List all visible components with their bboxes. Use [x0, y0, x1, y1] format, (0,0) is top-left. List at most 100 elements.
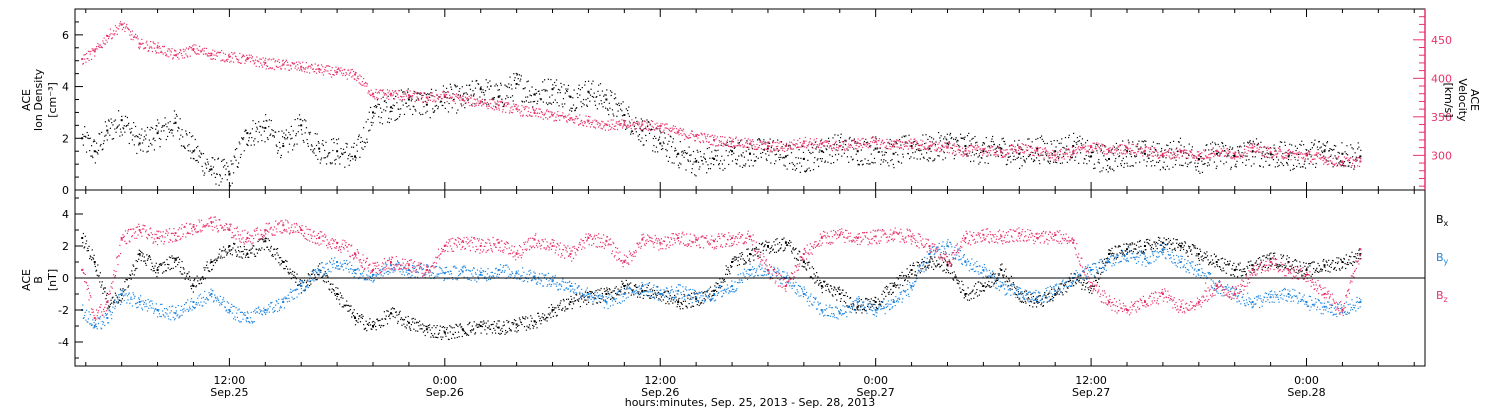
- velocity-sample: [1005, 153, 1008, 156]
- velocity-sample: [1341, 163, 1344, 166]
- density-sample: [473, 93, 475, 95]
- velocity-sample: [403, 96, 405, 98]
- density-sample: [680, 151, 683, 153]
- velocity-sample: [1123, 144, 1126, 147]
- density-sample: [387, 95, 389, 97]
- density-sample: [711, 157, 713, 159]
- velocity-sample: [1227, 150, 1229, 152]
- velocity-sample: [522, 114, 524, 116]
- velocity-sample: [1118, 152, 1121, 154]
- velocity-sample: [309, 65, 311, 67]
- velocity-point: [228, 55, 231, 58]
- velocity-sample: [449, 96, 451, 99]
- velocity-sample: [743, 145, 746, 147]
- velocity-sample: [630, 127, 632, 130]
- density-sample: [400, 89, 402, 91]
- density-sample: [671, 162, 673, 164]
- bx-sample: [223, 256, 225, 258]
- bx-sample: [185, 275, 188, 277]
- density-sample: [1064, 136, 1067, 139]
- velocity-sample: [1186, 152, 1188, 155]
- velocity-sample: [948, 142, 950, 144]
- density-sample: [873, 157, 876, 160]
- density-sample: [474, 87, 477, 89]
- velocity-sample: [271, 67, 273, 70]
- velocity-sample: [702, 141, 705, 143]
- density-sample: [315, 154, 317, 157]
- velocity-sample: [1181, 155, 1183, 158]
- velocity-sample: [1166, 154, 1168, 156]
- bx-sample: [252, 245, 254, 247]
- density-sample: [201, 165, 203, 168]
- density-sample: [462, 93, 465, 95]
- bx-sample: [210, 269, 213, 271]
- velocity-sample: [1025, 144, 1027, 146]
- bx-sample: [202, 276, 204, 278]
- density-sample: [1097, 161, 1099, 163]
- density-sample: [208, 170, 210, 172]
- bx-sample: [341, 295, 343, 297]
- density-sample: [292, 149, 294, 151]
- bx-point: [802, 261, 805, 263]
- velocity-sample: [778, 149, 781, 151]
- velocity-sample: [565, 120, 568, 122]
- density-sample: [455, 86, 457, 88]
- density-sample: [753, 153, 755, 155]
- density-sample: [821, 157, 823, 160]
- velocity-sample: [1347, 160, 1349, 162]
- density-sample: [489, 85, 492, 87]
- velocity-sample: [185, 47, 188, 49]
- velocity-sample: [1066, 153, 1068, 155]
- velocity-sample: [1132, 149, 1134, 152]
- velocity-sample: [746, 142, 749, 145]
- velocity-sample: [562, 116, 565, 118]
- density-sample: [347, 154, 350, 157]
- density-sample: [900, 162, 903, 164]
- velocity-sample: [229, 61, 231, 63]
- velocity-sample: [268, 68, 270, 70]
- velocity-sample: [513, 103, 515, 105]
- velocity-sample: [667, 127, 669, 130]
- density-sample: [430, 88, 433, 90]
- density-sample: [432, 108, 434, 110]
- bx-sample: [256, 252, 259, 254]
- velocity-sample: [420, 92, 422, 94]
- bx-sample: [187, 273, 189, 275]
- velocity-sample: [1059, 150, 1062, 153]
- velocity-sample: [1352, 159, 1354, 161]
- bx-sample: [118, 299, 120, 301]
- velocity-sample: [1255, 152, 1257, 154]
- bx-point: [713, 289, 716, 292]
- velocity-sample: [497, 101, 499, 103]
- density-sample: [1128, 150, 1131, 152]
- velocity-sample: [1355, 160, 1357, 163]
- bx-sample: [523, 326, 526, 328]
- density-sample: [253, 140, 255, 142]
- density-sample: [775, 160, 777, 162]
- bx-sample: [373, 320, 375, 323]
- velocity-sample: [204, 53, 206, 55]
- velocity-sample: [379, 89, 381, 91]
- velocity-point: [1143, 149, 1146, 152]
- velocity-sample: [729, 137, 732, 139]
- density-sample: [210, 174, 213, 176]
- density-sample: [265, 114, 267, 116]
- velocity-sample: [628, 126, 630, 128]
- velocity-sample: [445, 94, 448, 96]
- bx-sample: [432, 336, 434, 338]
- density-sample: [1273, 144, 1275, 146]
- velocity-sample: [498, 109, 500, 111]
- density-sample: [571, 110, 573, 112]
- density-sample: [874, 162, 876, 164]
- velocity-sample: [1062, 153, 1064, 155]
- density-sample: [1297, 153, 1300, 156]
- density-sample: [485, 79, 487, 81]
- velocity-sample: [978, 146, 980, 148]
- density-sample: [1335, 157, 1337, 159]
- velocity-sample: [1269, 157, 1271, 159]
- density-sample: [851, 159, 854, 161]
- density-sample: [896, 143, 898, 145]
- velocity-sample: [508, 103, 510, 105]
- velocity-sample: [1115, 150, 1117, 152]
- density-sample: [509, 76, 511, 78]
